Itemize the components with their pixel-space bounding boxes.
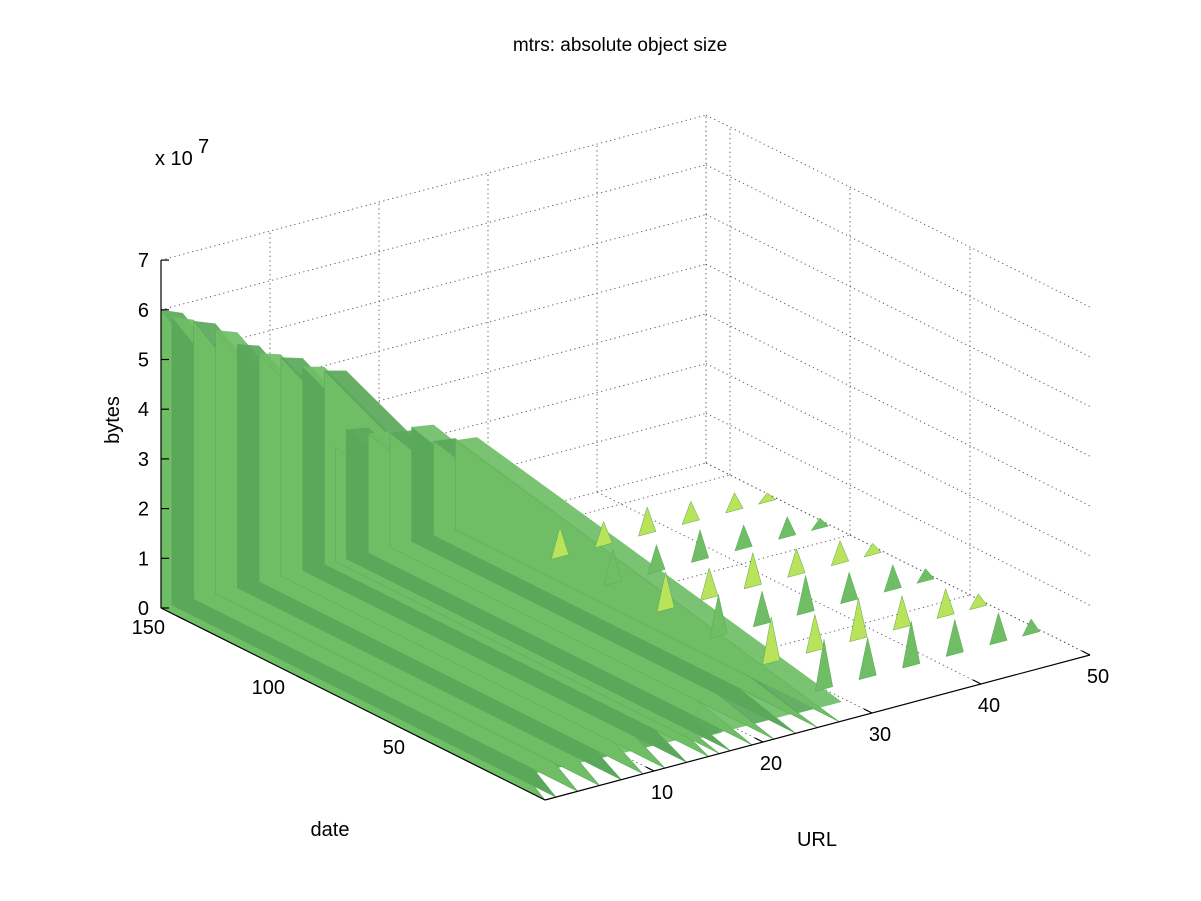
grid-line-z-back xyxy=(160,363,707,510)
grid-line-z-back xyxy=(160,313,707,460)
y-tick-label: 150 xyxy=(132,617,165,639)
axes xyxy=(160,259,1091,801)
surface-spike xyxy=(805,614,824,654)
z-tick-label: 2 xyxy=(138,499,149,521)
surface-spike xyxy=(830,540,850,567)
x-tick-label: 10 xyxy=(651,782,673,804)
x-tick-label: 30 xyxy=(869,724,891,746)
surface-spike xyxy=(690,528,710,563)
surface-spike xyxy=(787,547,806,578)
z-tick-label: 6 xyxy=(138,300,149,322)
z-tick-label: 1 xyxy=(138,548,149,570)
x-tick xyxy=(1081,650,1091,656)
surface-spike xyxy=(1021,618,1041,637)
grid-line-z-back xyxy=(160,214,707,360)
y-tick xyxy=(296,675,306,681)
surface-spike xyxy=(969,593,988,611)
surface-spike xyxy=(883,563,902,593)
z-tick-label: 5 xyxy=(138,350,149,372)
grid-line-y-floor xyxy=(184,474,731,621)
surface-spike xyxy=(863,542,882,558)
surface-spike xyxy=(945,619,964,657)
z-exponent-value: 7 xyxy=(198,136,209,158)
y-axis-line xyxy=(160,607,546,801)
y-tick xyxy=(416,735,426,741)
surface-spike xyxy=(757,492,777,505)
surface-spike xyxy=(936,587,955,619)
grid-line-z-right xyxy=(705,263,1091,457)
surface-spike xyxy=(814,639,834,692)
surface-spike xyxy=(647,543,666,575)
surface-spike xyxy=(638,506,657,537)
y-tick-labels: 50 100 150 xyxy=(132,617,405,759)
z-axis-label: bytes xyxy=(102,396,124,444)
surface-spike xyxy=(796,575,815,616)
y-axis-label: date xyxy=(311,819,350,841)
grid-line-z-back xyxy=(160,164,707,311)
surface-spike xyxy=(594,520,613,549)
grid-line-z-right xyxy=(705,164,1091,358)
x-tick-label: 20 xyxy=(760,753,782,775)
x-tick xyxy=(863,708,873,714)
surface-spike xyxy=(902,621,921,669)
surface-spike xyxy=(743,552,762,590)
surface-spike xyxy=(810,517,830,532)
surface-spike xyxy=(550,526,570,560)
x-tick xyxy=(754,737,764,743)
surface-spike xyxy=(700,567,719,601)
surface-spike xyxy=(840,571,859,605)
y-tick-label: 50 xyxy=(383,737,405,759)
x-tick-labels: 10 20 30 40 50 xyxy=(651,666,1109,804)
surface-spike xyxy=(916,568,935,584)
surface-spike xyxy=(681,500,700,525)
surface-spike xyxy=(752,590,772,628)
y-tick-label: 100 xyxy=(252,677,285,699)
z-tick-label: 0 xyxy=(138,598,149,620)
grid-line-z-right xyxy=(705,412,1091,606)
surface-spike xyxy=(603,548,622,587)
y-tick xyxy=(176,615,186,621)
surface xyxy=(160,308,1041,801)
grid-line-z-right xyxy=(705,313,1091,507)
x-tick-label: 40 xyxy=(978,695,1000,717)
surface-spike xyxy=(849,598,868,643)
surface-spike xyxy=(989,611,1008,646)
surface-spike xyxy=(725,492,744,514)
grid-line-y-floor xyxy=(424,594,971,741)
grid-line-z-back xyxy=(160,412,707,559)
surface-spike xyxy=(778,516,797,540)
z-tick-label: 4 xyxy=(138,399,149,421)
x-axis-label: URL xyxy=(797,829,837,851)
x-tick-label: 50 xyxy=(1087,666,1109,688)
surface-spike xyxy=(656,571,675,613)
surface-spike xyxy=(734,524,753,552)
chart-title: mtrs: absolute object size xyxy=(513,35,727,56)
grid-line-z-back xyxy=(160,462,707,609)
grid-line-z-back xyxy=(160,114,707,261)
grid-line-z-right xyxy=(705,363,1091,557)
grid-line-z-back xyxy=(160,263,707,410)
x-tick xyxy=(972,679,982,685)
x-tick xyxy=(645,766,655,772)
surface-spike xyxy=(858,637,877,681)
grid-line-z-right xyxy=(705,214,1091,407)
z-tick-label: 3 xyxy=(138,449,149,471)
grid-line-y-floor xyxy=(304,534,851,681)
grid-line-z-right xyxy=(705,114,1091,308)
surface-spike xyxy=(892,594,912,631)
surface-spike xyxy=(762,616,781,666)
z-tick-labels: 0 1 2 3 4 5 6 7 xyxy=(138,250,149,620)
z-tick-label: 7 xyxy=(138,250,149,272)
z-exponent-label: x 10 xyxy=(155,148,193,170)
x-axis-line xyxy=(544,654,1091,801)
surface-spike xyxy=(709,594,728,639)
